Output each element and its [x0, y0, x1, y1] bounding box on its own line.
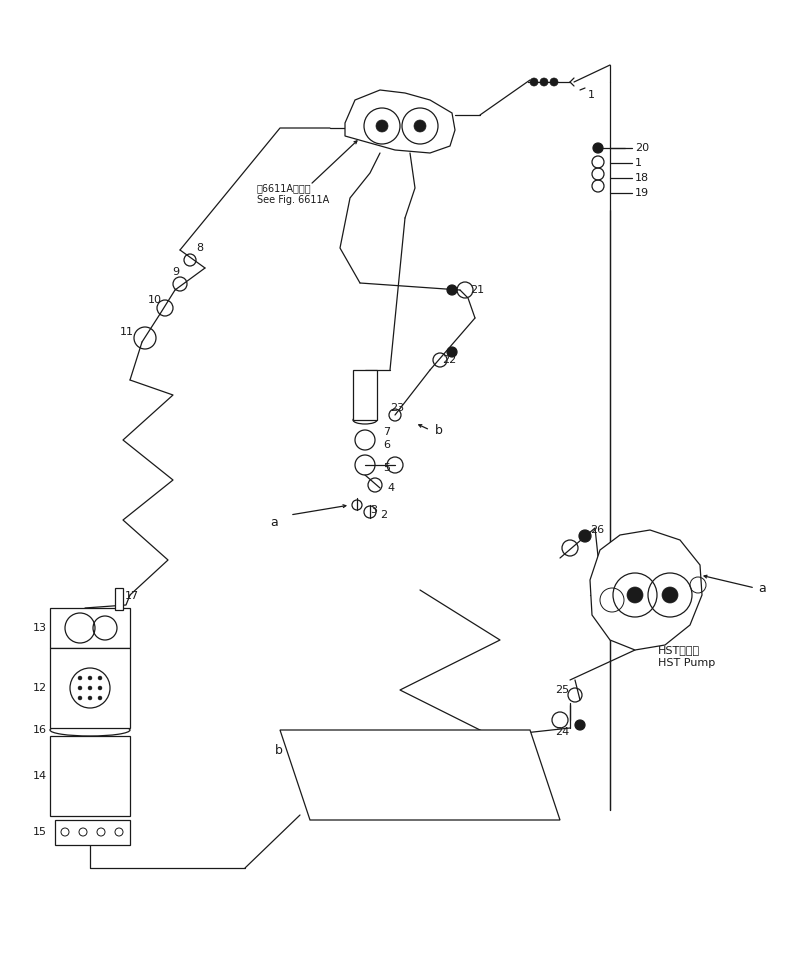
Circle shape: [593, 143, 603, 153]
Circle shape: [98, 696, 102, 700]
Text: 21: 21: [470, 285, 484, 295]
Bar: [55, 820, 130, 845]
Text: 3: 3: [370, 505, 377, 515]
Text: 6: 6: [383, 440, 390, 450]
Ellipse shape: [50, 724, 130, 736]
Text: 14: 14: [33, 771, 47, 781]
Text: 4: 4: [387, 483, 394, 493]
Text: 17: 17: [125, 591, 139, 601]
Text: 2: 2: [380, 510, 387, 520]
Text: 8: 8: [196, 243, 203, 253]
Text: オイルタンク: オイルタンク: [385, 777, 422, 787]
Circle shape: [627, 587, 643, 603]
Circle shape: [575, 720, 585, 730]
Circle shape: [98, 676, 102, 680]
Circle shape: [530, 78, 538, 86]
Text: a: a: [270, 516, 278, 528]
Text: 16: 16: [33, 725, 47, 735]
Text: b: b: [275, 743, 283, 757]
Text: 18: 18: [635, 173, 649, 183]
Polygon shape: [280, 730, 560, 820]
Ellipse shape: [353, 416, 377, 424]
Bar: [50, 648, 130, 728]
Text: 23: 23: [390, 403, 404, 413]
Text: 15: 15: [33, 827, 47, 837]
Text: 9: 9: [172, 267, 179, 277]
Polygon shape: [590, 530, 702, 650]
Circle shape: [88, 676, 92, 680]
Circle shape: [414, 120, 426, 132]
Text: 5: 5: [383, 463, 390, 473]
Circle shape: [447, 347, 457, 357]
Bar: [115, 588, 123, 610]
Text: a: a: [758, 581, 765, 595]
Text: 10: 10: [148, 295, 162, 305]
Polygon shape: [50, 608, 130, 648]
Circle shape: [550, 78, 558, 86]
Text: Oil Tank: Oil Tank: [395, 790, 436, 800]
Circle shape: [88, 686, 92, 690]
Text: 1: 1: [635, 158, 642, 168]
Circle shape: [78, 686, 82, 690]
Circle shape: [98, 686, 102, 690]
Circle shape: [78, 676, 82, 680]
Text: 7: 7: [383, 427, 390, 437]
Polygon shape: [345, 90, 455, 153]
Text: 1: 1: [588, 90, 595, 100]
Text: 25: 25: [555, 685, 569, 695]
Text: HST Pump: HST Pump: [658, 658, 715, 668]
Text: 第6611A図参照: 第6611A図参照: [257, 183, 311, 193]
Circle shape: [376, 120, 388, 132]
Bar: [50, 736, 130, 816]
Text: 24: 24: [555, 727, 569, 737]
Circle shape: [88, 696, 92, 700]
Text: 22: 22: [442, 355, 457, 365]
Text: 26: 26: [590, 525, 604, 535]
Text: See Fig. 6611A: See Fig. 6611A: [257, 195, 330, 205]
Text: 19: 19: [635, 188, 649, 198]
Text: 12: 12: [33, 683, 47, 693]
Text: 20: 20: [635, 143, 649, 153]
Circle shape: [579, 530, 591, 542]
Circle shape: [447, 285, 457, 295]
Text: 13: 13: [33, 623, 47, 633]
Text: b: b: [435, 423, 443, 437]
Circle shape: [662, 587, 678, 603]
Circle shape: [540, 78, 548, 86]
Circle shape: [78, 696, 82, 700]
Text: HSTポンプ: HSTポンプ: [658, 645, 700, 655]
Text: 11: 11: [120, 327, 134, 337]
Bar: [353, 370, 377, 420]
